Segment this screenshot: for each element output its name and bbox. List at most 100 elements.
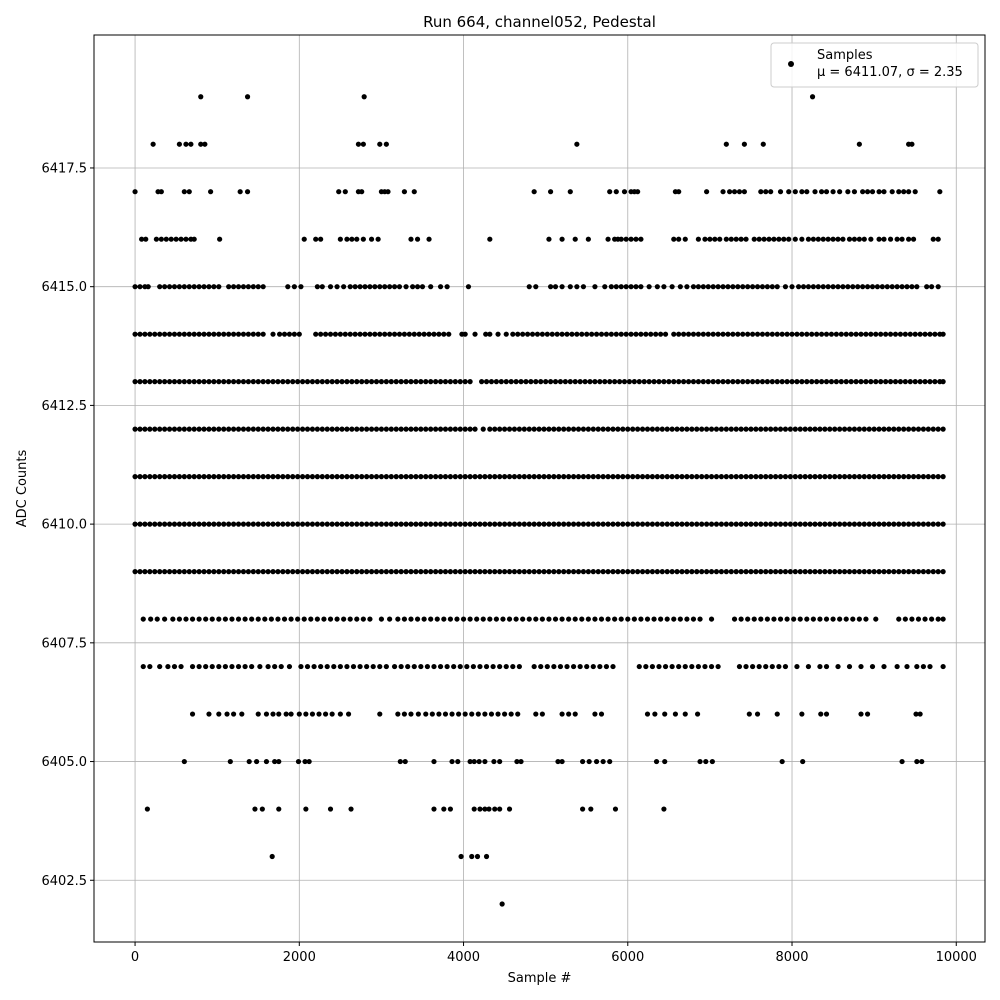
data-point <box>656 379 662 385</box>
data-point <box>628 331 634 337</box>
data-point <box>904 284 910 290</box>
data-point <box>299 474 306 480</box>
data-point <box>355 141 362 147</box>
data-point <box>917 331 923 337</box>
data-point <box>171 663 178 670</box>
data-point <box>784 616 790 622</box>
data-point <box>837 521 843 527</box>
data-point <box>383 141 389 147</box>
data-point <box>901 569 907 575</box>
data-point <box>255 331 261 337</box>
data-point <box>240 521 247 527</box>
data-point <box>671 379 677 385</box>
data-point <box>457 663 463 670</box>
data-point <box>437 663 444 670</box>
data-point <box>364 521 370 527</box>
data-point <box>275 474 281 480</box>
data-point <box>592 284 598 290</box>
data-point <box>344 569 350 575</box>
data-point <box>682 711 688 717</box>
data-point <box>901 521 907 527</box>
data-point <box>240 426 247 432</box>
data-point <box>474 616 480 622</box>
data-point <box>807 569 813 575</box>
data-point <box>367 616 373 622</box>
data-point <box>265 426 271 432</box>
data-point <box>562 379 568 385</box>
data-point <box>597 379 603 385</box>
data-point <box>837 569 843 575</box>
data-point <box>705 331 711 337</box>
data-point <box>671 236 677 242</box>
legend-box <box>770 42 979 88</box>
data-point <box>713 426 720 432</box>
data-point <box>612 616 618 622</box>
data-point <box>635 189 641 195</box>
data-point <box>543 379 549 385</box>
data-point <box>699 426 705 432</box>
data-point <box>864 284 871 290</box>
data-point <box>158 236 164 242</box>
data-point <box>676 331 682 337</box>
data-point <box>756 236 762 242</box>
data-point <box>754 379 761 385</box>
data-point <box>497 663 503 670</box>
data-point <box>531 189 537 195</box>
data-point <box>137 569 143 575</box>
data-point <box>341 616 347 622</box>
data-point <box>644 569 651 575</box>
data-point <box>685 379 692 385</box>
data-point <box>324 521 330 527</box>
data-point <box>201 426 207 432</box>
data-point <box>823 711 830 717</box>
data-point <box>791 616 797 622</box>
data-point <box>344 236 350 242</box>
data-point <box>703 758 709 765</box>
data-point <box>423 426 429 432</box>
data-point <box>725 331 731 337</box>
data-point <box>321 616 327 622</box>
data-point <box>285 521 291 527</box>
data-point <box>603 331 610 337</box>
data-point <box>618 236 624 242</box>
data-point <box>751 616 757 622</box>
data-point <box>191 284 197 290</box>
data-point <box>909 141 915 147</box>
data-point <box>345 711 352 717</box>
data-point <box>360 236 366 242</box>
data-point <box>635 474 641 480</box>
data-point <box>797 521 803 527</box>
data-point <box>137 284 143 290</box>
data-point <box>738 521 744 527</box>
data-point <box>817 426 823 432</box>
data-point <box>206 331 212 337</box>
data-point <box>860 189 866 195</box>
data-point <box>649 569 656 575</box>
data-point <box>769 284 775 290</box>
data-point <box>272 663 278 670</box>
data-point <box>935 521 941 527</box>
data-point <box>654 521 660 527</box>
data-point <box>275 521 281 527</box>
data-point <box>347 284 353 290</box>
data-point <box>354 379 360 385</box>
data-point <box>447 426 453 432</box>
data-point <box>694 474 700 480</box>
x-tick-label: 10000 <box>936 950 977 965</box>
data-point <box>786 236 792 242</box>
data-point <box>329 711 335 717</box>
data-point <box>469 711 475 717</box>
data-point <box>203 663 209 670</box>
data-point <box>740 331 746 337</box>
data-point <box>799 711 805 717</box>
data-point <box>206 711 212 717</box>
data-point <box>280 569 286 575</box>
data-point <box>506 616 513 622</box>
data-point <box>636 379 642 385</box>
data-point <box>278 663 284 670</box>
data-point <box>529 331 536 337</box>
data-point <box>444 284 450 290</box>
data-point <box>286 663 293 670</box>
data-point <box>758 189 764 195</box>
data-point <box>625 474 631 480</box>
